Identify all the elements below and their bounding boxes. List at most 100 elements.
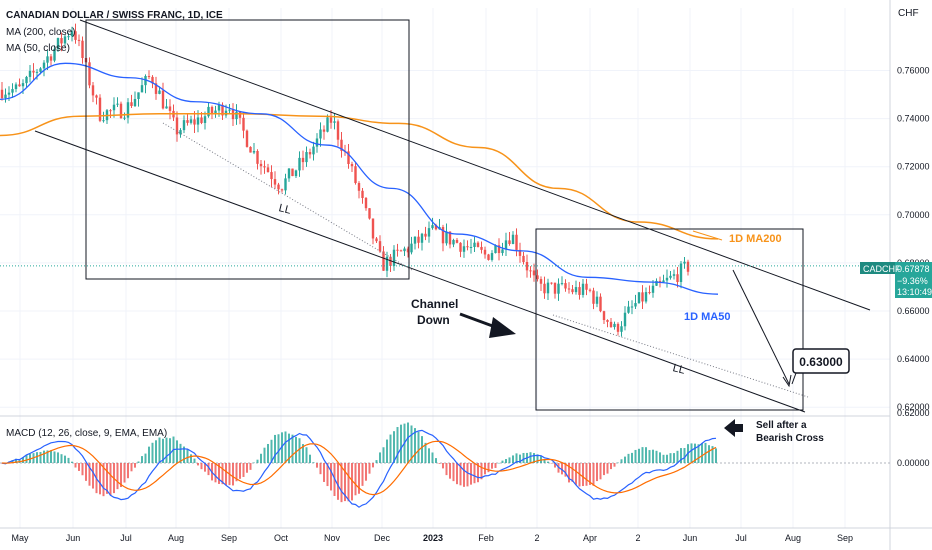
macd-histogram-bar — [71, 461, 73, 463]
candle-body — [655, 280, 658, 286]
candle-body — [585, 283, 588, 290]
macd-histogram-bar — [263, 447, 266, 463]
y-tick-label: 0.72000 — [897, 162, 930, 172]
macd-histogram-bar — [491, 463, 493, 469]
candle-body — [151, 76, 154, 84]
macd-histogram-bar — [200, 463, 203, 470]
ma200-annotation: 1D MA200 — [729, 233, 782, 245]
x-tick-label: Aug — [785, 533, 801, 543]
x-tick-label: Jun — [683, 533, 698, 543]
macd-histogram-bar — [431, 452, 434, 463]
macd-histogram-bar — [536, 454, 539, 463]
macd-histogram-bar — [64, 455, 66, 463]
candle-body — [637, 292, 641, 304]
candle-body — [53, 48, 56, 61]
macd-histogram-bar — [102, 463, 105, 497]
macd-histogram-bar — [382, 447, 385, 463]
macd-histogram-bar — [337, 463, 339, 500]
candle-body — [67, 36, 70, 38]
macd-histogram-bar — [43, 450, 45, 463]
candle-body — [522, 255, 525, 263]
candle-body — [497, 245, 501, 254]
candle-body — [452, 239, 455, 245]
candle-body — [623, 312, 627, 327]
macd-histogram-bar — [424, 442, 427, 463]
macd-histogram-bar — [410, 425, 413, 463]
macd-histogram-bar — [414, 428, 416, 463]
candle-body — [648, 292, 651, 294]
macd-histogram-bar — [396, 427, 399, 463]
macd-histogram-bar — [389, 434, 392, 463]
x-tick-label: Jul — [120, 533, 132, 543]
candle-body — [189, 119, 193, 123]
macd-histogram-bar — [225, 463, 227, 486]
macd-histogram-bar — [494, 463, 497, 468]
candle-body — [627, 306, 630, 313]
macd-histogram-bar — [316, 463, 318, 468]
macd-histogram-bar — [550, 463, 553, 464]
macd-histogram-bar — [351, 463, 353, 501]
macd-histogram-bar — [711, 446, 714, 463]
ll-label-2: LL — [671, 362, 686, 377]
macd-histogram-bar — [130, 463, 133, 472]
candle-body — [336, 121, 340, 140]
macd-histogram-bar — [368, 463, 371, 474]
pattern-box-2 — [535, 228, 804, 411]
price-pane — [0, 23, 719, 337]
macd-histogram-bar — [498, 462, 500, 464]
candle-body — [210, 106, 214, 114]
candle-body — [329, 117, 333, 123]
candle-body — [483, 249, 487, 255]
macd-histogram-bar — [603, 463, 605, 476]
candle-body — [417, 236, 420, 243]
ll-dotted-line-1 — [162, 122, 413, 271]
candle-body — [35, 71, 39, 73]
candle-body — [326, 117, 329, 132]
candle-body — [340, 139, 343, 151]
macd-histogram-bar — [592, 463, 595, 486]
candle-body — [494, 245, 497, 254]
candle-body — [18, 84, 21, 87]
macd-histogram-bar — [445, 463, 448, 476]
x-tick-label: Aug — [168, 533, 184, 543]
candle-body — [679, 263, 683, 283]
candle-body — [333, 121, 336, 123]
candle-body — [284, 178, 287, 191]
macd-histogram-bar — [641, 447, 644, 463]
macd-histogram-bar — [638, 448, 640, 463]
currency-label: CHF — [898, 8, 919, 19]
macd-histogram-bar — [186, 449, 189, 463]
candle-body — [158, 90, 161, 94]
candle-body — [459, 242, 462, 252]
macd-histogram-bar — [701, 443, 703, 463]
price-badge-change: −9.36% — [897, 276, 928, 286]
candle-body — [431, 225, 434, 229]
candle-body — [277, 184, 280, 190]
candle-body — [651, 285, 655, 293]
candle-body — [217, 104, 221, 111]
macd-histogram-bar — [116, 463, 119, 490]
candle-body — [42, 62, 46, 69]
candle-body — [511, 234, 515, 244]
macd-histogram-bar — [694, 443, 696, 463]
candle-body — [616, 323, 620, 332]
macd-histogram-bar — [708, 445, 710, 463]
candle-body — [592, 290, 595, 304]
candle-body — [536, 275, 539, 280]
candle-body — [126, 102, 130, 118]
candle-body — [49, 56, 53, 61]
macd-histogram-bar — [78, 463, 80, 471]
candle-body — [147, 76, 151, 78]
macd-histogram-bar — [571, 463, 574, 482]
candle-body — [168, 106, 172, 111]
candle-body — [532, 270, 536, 276]
macd-histogram-bar — [190, 454, 192, 463]
macd-histogram-bar — [88, 463, 91, 486]
macd-histogram-bar — [361, 463, 364, 486]
candle-body — [252, 150, 256, 153]
candle-body — [420, 233, 424, 243]
macd-histogram-bar — [596, 463, 598, 482]
candle-body — [560, 283, 564, 285]
macd-histogram-bar — [127, 463, 129, 479]
ma50-legend: MA (50, close) — [6, 43, 70, 54]
